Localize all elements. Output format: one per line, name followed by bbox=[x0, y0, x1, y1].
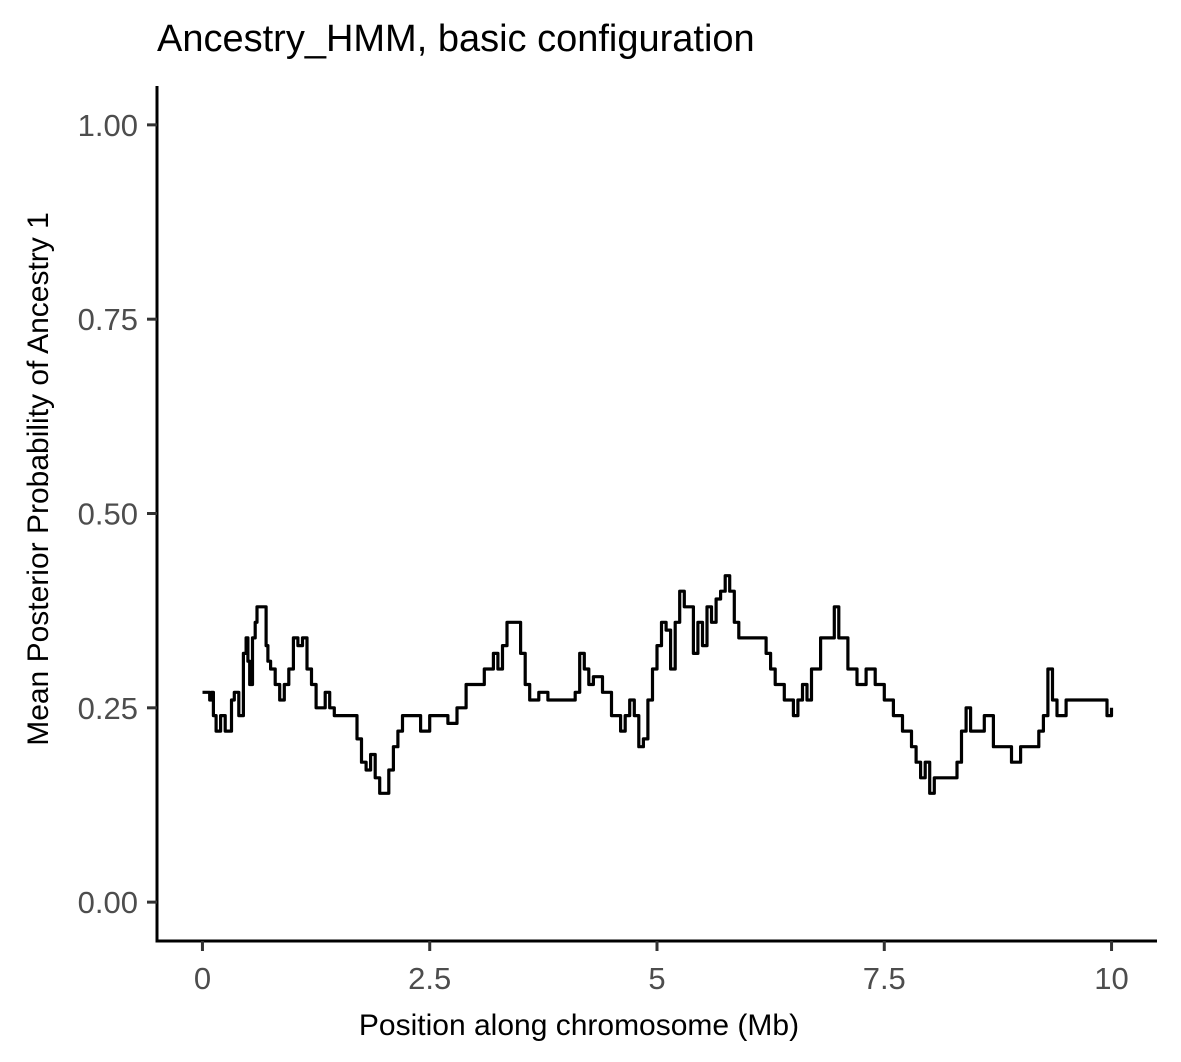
series-line bbox=[202, 574, 1114, 795]
x-tick-label: 10 bbox=[1094, 961, 1128, 996]
x-axis-ticks: 0 2.5 5 7.5 10 bbox=[194, 941, 1129, 996]
series-layer bbox=[202, 574, 1114, 795]
x-tick-label: 0 bbox=[194, 961, 211, 996]
y-tick-label: 0.75 bbox=[78, 302, 138, 337]
y-tick-label: 0.25 bbox=[78, 691, 138, 726]
chart-title: Ancestry_HMM, basic configuration bbox=[157, 18, 755, 60]
x-tick-label: 2.5 bbox=[408, 961, 451, 996]
y-axis-title: Mean Posterior Probability of Ancestry 1 bbox=[22, 212, 55, 746]
y-tick-label: 0.00 bbox=[78, 885, 138, 920]
x-tick-label: 7.5 bbox=[863, 961, 906, 996]
plot-area bbox=[202, 574, 1114, 795]
x-axis-title: Position along chromosome (Mb) bbox=[359, 1009, 799, 1042]
y-tick-label: 0.50 bbox=[78, 497, 138, 532]
y-axis-ticks: 0.00 0.25 0.50 0.75 1.00 bbox=[78, 108, 157, 920]
x-tick-label: 5 bbox=[648, 961, 665, 996]
y-tick-label: 1.00 bbox=[78, 108, 138, 143]
